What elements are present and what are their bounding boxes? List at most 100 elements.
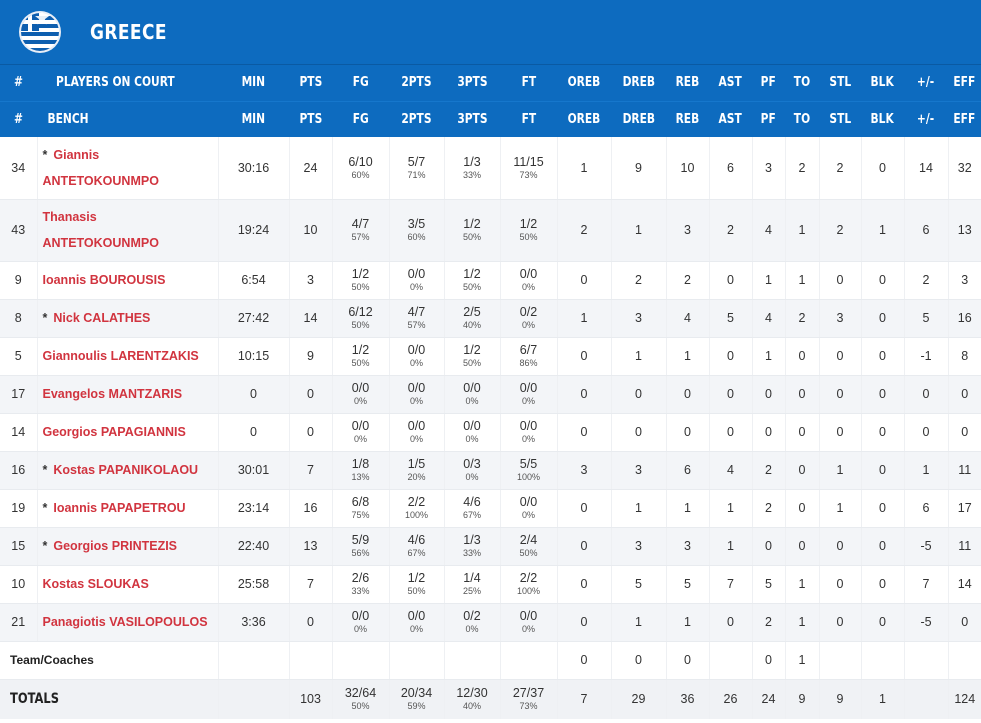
cell-ft-made: 1/2 [519,217,538,231]
cell-fg: 1/2 50% [332,261,390,300]
header-on-court-3pts[interactable]: 3PTS [444,65,500,102]
cell-2pts-pct: 60% [407,232,426,242]
cell-eff: 13 [948,199,981,262]
cell-2pts: 4/7 57% [389,299,445,338]
cell-fg-pct: 56% [351,548,370,558]
header-bench-stl[interactable]: STL [819,101,861,137]
player-name-link[interactable]: * Georgios PRINTEZIS [43,533,214,559]
player-name-link[interactable]: Kostas SLOUKAS [43,571,214,597]
cell-fg-pct: 0% [353,624,367,634]
player-name-cell: Giannoulis LARENTZAKIS [37,337,219,376]
header-on-court-pf[interactable]: PF [752,65,785,102]
cell-reb: 1 [666,489,710,528]
cell-3pts-pct: 25% [462,586,481,596]
header-on-court-to[interactable]: TO [785,65,819,102]
header-on-court-ast[interactable]: AST [709,65,752,102]
cell-ft-made: 11/15 [513,154,544,169]
header-on-court-plusminus[interactable]: +/- [904,65,948,102]
cell-dreb: 9 [611,137,667,200]
player-name-link[interactable]: Panagiotis VASILOPOULOS [43,609,214,635]
header-on-court-eff[interactable]: EFF [948,65,981,102]
cell-ft: 11/15 73% [500,137,558,200]
player-name-link[interactable]: Georgios PAPAGIANNIS [43,419,214,445]
player-name-link[interactable]: Giannoulis LARENTZAKIS [43,343,214,369]
header-bench-reb[interactable]: REB [666,101,709,137]
header-bench-num[interactable]: # [0,101,37,137]
cell-reb: 3 [666,527,710,566]
player-number: 21 [0,603,38,642]
header-on-court-oreb[interactable]: OREB [557,65,611,102]
cell-eff: 0 [948,603,981,642]
player-name-link[interactable]: * Nick CALATHES [43,305,214,331]
header-bench-blk[interactable]: BLK [861,101,904,137]
cell-pf: 4 [752,299,786,338]
header-bench-min[interactable]: MIN [218,101,289,137]
starter-marker: * [42,501,48,515]
header-on-court-name[interactable]: PLAYERS ON COURT [37,65,218,102]
cell-eff [948,641,981,680]
header-on-court-pts[interactable]: PTS [289,65,332,102]
cell-pf: 0 [752,375,786,414]
cell-2pts-pct: 0% [409,434,423,444]
total-2pts-pct: 59% [407,701,426,712]
header-bench-3pts[interactable]: 3PTS [444,101,500,137]
cell-eff: 14 [948,565,981,604]
header-bench-fg[interactable]: FG [332,101,389,137]
cell-reb: 1 [666,603,710,642]
header-on-court-stl[interactable]: STL [819,65,861,102]
cell-ft-made: 0/0 [519,267,538,281]
player-name-link[interactable]: Ioannis BOUROUSIS [43,267,214,293]
header-bench-plusminus[interactable]: +/- [904,101,948,137]
cell-plusminus: 1 [904,451,949,490]
player-name-cell: Panagiotis VASILOPOULOS [37,603,219,642]
header-bench-pf[interactable]: PF [752,101,785,137]
cell-reb: 0 [666,375,710,414]
player-number: 17 [0,375,38,414]
header-on-court-num[interactable]: # [0,65,37,102]
player-name-link[interactable]: Thanasis ANTETOKOUNMPO [43,204,214,256]
player-name-link[interactable]: * Kostas PAPANIKOLAOU [43,457,214,483]
header-on-court-min[interactable]: MIN [218,65,289,102]
header-on-court-fg[interactable]: FG [332,65,389,102]
header-on-court-blk[interactable]: BLK [861,65,904,102]
cell-dreb: 1 [611,603,667,642]
cell-to: 1 [785,199,820,262]
cell-pf: 2 [752,489,786,528]
header-on-court-2pts[interactable]: 2PTS [389,65,444,102]
cell-3pts-made: 0/0 [463,381,481,395]
player-name-link[interactable]: * Ioannis PAPAPETROU [43,495,214,521]
player-name-link[interactable]: Evangelos MANTZARIS [43,381,214,407]
player-row: 34 * Giannis ANTETOKOUNMPO 30:16 24 6/10 60% 5/7… [0,137,981,200]
header-bench-pts[interactable]: PTS [289,101,332,137]
cell-ft [500,641,558,680]
cell-ft-pct: 0% [521,624,535,634]
cell-3pts: 1/2 50% [444,261,501,300]
header-on-court-dreb[interactable]: DREB [611,65,666,102]
cell-min: 3:36 [218,603,290,642]
header-bench-to[interactable]: TO [785,101,819,137]
header-label: STL [829,111,851,127]
header-bench-eff[interactable]: EFF [948,101,981,137]
header-bench-ft[interactable]: FT [500,101,557,137]
cell-plusminus: 2 [904,261,949,300]
header-bench-2pts[interactable]: 2PTS [389,101,444,137]
cell-fg: 6/8 75% [332,489,390,528]
header-on-court-ft[interactable]: FT [500,65,557,102]
header-bench-name[interactable]: BENCH [37,101,218,137]
header-bench-dreb[interactable]: DREB [611,101,666,137]
cell-3pts: 0/0 0% [444,413,501,452]
cell-min: 6:54 [218,261,290,300]
cell-ft-pct: 73% [519,169,538,180]
cell-dreb: 1 [611,199,667,262]
header-bench-oreb[interactable]: OREB [557,101,611,137]
header-bench-ast[interactable]: AST [709,101,752,137]
total-reb: 36 [666,679,710,719]
cell-ast: 0 [709,261,753,300]
header-on-court-reb[interactable]: REB [666,65,709,102]
player-name-link[interactable]: * Giannis ANTETOKOUNMPO [43,142,214,194]
cell-3pts: 1/4 25% [444,565,501,604]
cell-fg-pct: 50% [351,282,370,292]
cell-ft-pct: 50% [519,548,538,558]
cell-3pts-made: 1/3 [463,154,481,169]
cell-2pts-made: 3/5 [407,217,426,231]
